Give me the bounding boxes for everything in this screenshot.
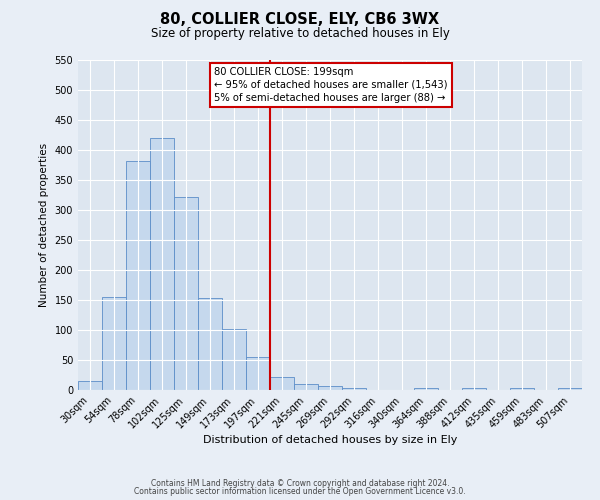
Bar — [510, 388, 534, 390]
Bar — [198, 298, 222, 390]
Y-axis label: Number of detached properties: Number of detached properties — [39, 143, 49, 307]
Bar — [78, 381, 102, 390]
Bar — [150, 138, 174, 390]
Text: Size of property relative to detached houses in Ely: Size of property relative to detached ho… — [151, 28, 449, 40]
Bar — [342, 388, 366, 390]
Bar — [558, 388, 582, 390]
Bar — [318, 386, 342, 390]
Text: 80 COLLIER CLOSE: 199sqm
← 95% of detached houses are smaller (1,543)
5% of semi: 80 COLLIER CLOSE: 199sqm ← 95% of detach… — [214, 66, 448, 103]
Text: Contains HM Land Registry data © Crown copyright and database right 2024.: Contains HM Land Registry data © Crown c… — [151, 478, 449, 488]
Bar — [102, 297, 126, 390]
Text: 80, COLLIER CLOSE, ELY, CB6 3WX: 80, COLLIER CLOSE, ELY, CB6 3WX — [160, 12, 440, 28]
Bar — [246, 357, 270, 390]
Bar — [414, 388, 438, 390]
Bar — [126, 161, 150, 390]
Bar — [462, 388, 486, 390]
Text: Contains public sector information licensed under the Open Government Licence v3: Contains public sector information licen… — [134, 487, 466, 496]
Bar — [294, 384, 318, 390]
Bar — [270, 377, 294, 390]
X-axis label: Distribution of detached houses by size in Ely: Distribution of detached houses by size … — [203, 436, 457, 446]
Bar — [174, 197, 198, 390]
Bar — [222, 330, 246, 390]
